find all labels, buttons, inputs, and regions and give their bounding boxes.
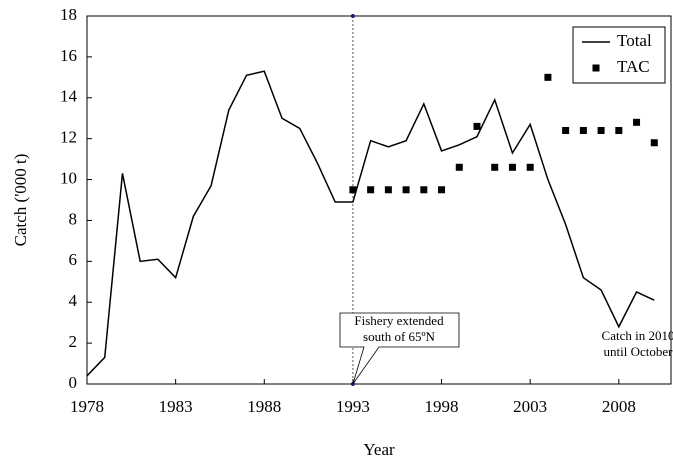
annotation: south of 65ºN [363,329,436,344]
x-tick-label: 1988 [247,397,281,416]
tac-marker [633,118,641,126]
legend-label: TAC [617,57,650,76]
tac-marker [544,73,552,81]
annotation: until October [604,344,673,359]
tac-marker [438,186,446,194]
y-axis-label: Catch ('000 t) [11,154,30,247]
tac-marker [384,186,392,194]
tac-marker [349,186,357,194]
x-tick-label: 2008 [602,397,636,416]
tac-marker [420,186,428,194]
tac-marker [455,163,463,171]
tac-marker [367,186,375,194]
legend-box [572,26,666,84]
reference-dot [350,14,355,18]
total-line [86,70,655,377]
legend-label: Total [617,31,652,50]
tac-marker [491,163,499,171]
legend-marker [592,64,600,72]
tac-marker [473,122,481,130]
y-tick-label: 10 [60,168,77,187]
tac-marker [597,126,605,134]
tac-marker [526,163,534,171]
tac-marker [562,126,570,134]
x-tick-label: 1993 [336,397,370,416]
x-axis-label: Year [363,440,395,459]
y-tick-label: 16 [60,46,77,65]
y-tick-label: 18 [60,5,77,24]
y-tick-label: 12 [60,128,77,147]
y-tick-label: 6 [69,250,78,269]
tac-marker [579,126,587,134]
x-tick-label: 2003 [513,397,547,416]
y-tick-label: 14 [60,87,78,106]
y-tick-label: 2 [69,332,78,351]
annotation: Catch in 2010 [602,328,673,343]
tac-marker [650,139,658,147]
tac-marker [508,163,516,171]
x-tick-label: 1998 [425,397,459,416]
y-tick-label: 8 [69,209,78,228]
callout [339,312,460,385]
tac-marker [615,126,623,134]
tac-marker [402,186,410,194]
x-tick-label: 1983 [159,397,193,416]
x-tick-label: 1978 [70,397,104,416]
y-tick-label: 0 [69,373,78,392]
y-tick-label: 4 [69,291,78,310]
annotation: Fishery extended [354,313,444,328]
plot-frame [86,15,672,385]
